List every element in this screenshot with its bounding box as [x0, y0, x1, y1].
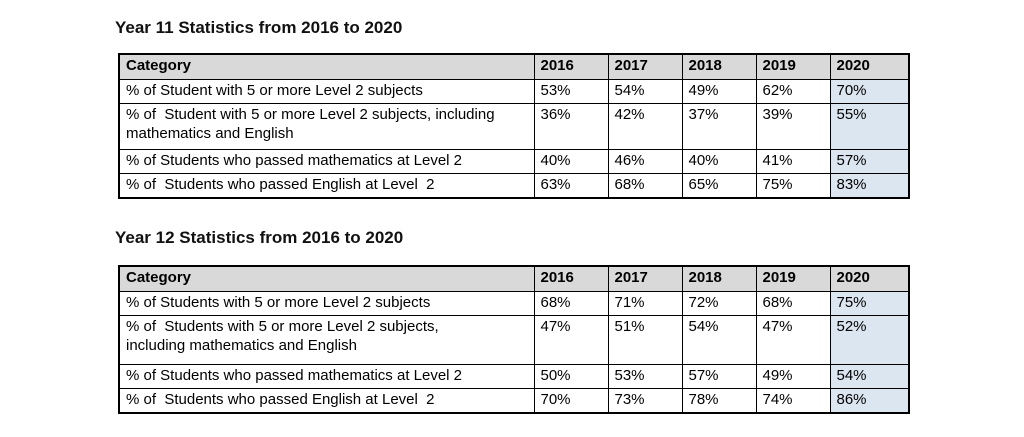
value-cell: 65% — [681, 173, 757, 199]
column-header-2018: 2018 — [681, 265, 757, 292]
value-cell: 40% — [681, 149, 757, 174]
year12-statistics-table: Category 2016 2017 2018 2019 2020 % of S… — [118, 265, 910, 414]
category-cell: % of Students who passed mathematics at … — [118, 149, 535, 174]
value-cell: 71% — [607, 291, 683, 316]
value-cell: 68% — [607, 173, 683, 199]
value-cell: 68% — [755, 291, 831, 316]
table-row: % of Student with 5 or more Level 2 subj… — [118, 79, 910, 104]
value-cell-2020: 75% — [829, 291, 910, 316]
value-cell: 74% — [755, 388, 831, 414]
value-cell: 40% — [533, 149, 609, 174]
year11-section-title: Year 11 Statistics from 2016 to 2020 — [115, 18, 403, 38]
value-cell: 36% — [533, 103, 609, 150]
value-cell: 75% — [755, 173, 831, 199]
value-cell: 39% — [755, 103, 831, 150]
value-cell: 49% — [755, 364, 831, 389]
value-cell: 42% — [607, 103, 683, 150]
table-row: % of Students with 5 or more Level 2 sub… — [118, 291, 910, 316]
value-cell: 70% — [533, 388, 609, 414]
category-cell: % of Student with 5 or more Level 2 subj… — [118, 103, 535, 150]
value-cell: 37% — [681, 103, 757, 150]
table-row: % of Students who passed mathematics at … — [118, 364, 910, 389]
value-cell: 49% — [681, 79, 757, 104]
value-cell: 68% — [533, 291, 609, 316]
value-cell: 73% — [607, 388, 683, 414]
column-header-category: Category — [118, 53, 535, 80]
value-cell-2020: 70% — [829, 79, 910, 104]
column-header-2019: 2019 — [755, 265, 831, 292]
value-cell: 57% — [681, 364, 757, 389]
value-cell: 53% — [607, 364, 683, 389]
value-cell: 54% — [607, 79, 683, 104]
category-cell: % of Students with 5 or more Level 2 sub… — [118, 315, 535, 365]
value-cell: 63% — [533, 173, 609, 199]
column-header-2017: 2017 — [607, 53, 683, 80]
value-cell: 54% — [681, 315, 757, 365]
category-cell: % of Students with 5 or more Level 2 sub… — [118, 291, 535, 316]
value-cell-2020: 57% — [829, 149, 910, 174]
value-cell: 46% — [607, 149, 683, 174]
value-cell: 47% — [755, 315, 831, 365]
column-header-2020: 2020 — [829, 53, 910, 80]
value-cell: 78% — [681, 388, 757, 414]
table-row: % of Students who passed English at Leve… — [118, 173, 910, 199]
table-row: % of Students who passed mathematics at … — [118, 149, 910, 174]
table-row: % of Student with 5 or more Level 2 subj… — [118, 103, 910, 150]
header-row: Category 2016 2017 2018 2019 2020 — [118, 53, 910, 80]
column-header-2018: 2018 — [681, 53, 757, 80]
value-cell: 50% — [533, 364, 609, 389]
category-cell: % of Students who passed English at Leve… — [118, 388, 535, 414]
category-cell: % of Student with 5 or more Level 2 subj… — [118, 79, 535, 104]
value-cell-2020: 54% — [829, 364, 910, 389]
table-row: % of Students with 5 or more Level 2 sub… — [118, 315, 910, 365]
column-header-2019: 2019 — [755, 53, 831, 80]
value-cell: 47% — [533, 315, 609, 365]
header-row: Category 2016 2017 2018 2019 2020 — [118, 265, 910, 292]
table-row: % of Students who passed English at Leve… — [118, 388, 910, 414]
column-header-2016: 2016 — [533, 265, 609, 292]
value-cell-2020: 55% — [829, 103, 910, 150]
value-cell: 41% — [755, 149, 831, 174]
category-cell: % of Students who passed mathematics at … — [118, 364, 535, 389]
column-header-2020: 2020 — [829, 265, 910, 292]
value-cell: 51% — [607, 315, 683, 365]
value-cell: 53% — [533, 79, 609, 104]
value-cell-2020: 52% — [829, 315, 910, 365]
value-cell-2020: 86% — [829, 388, 910, 414]
category-cell: % of Students who passed English at Leve… — [118, 173, 535, 199]
column-header-2017: 2017 — [607, 265, 683, 292]
year11-statistics-table: Category 2016 2017 2018 2019 2020 % of S… — [118, 53, 910, 199]
value-cell: 72% — [681, 291, 757, 316]
column-header-category: Category — [118, 265, 535, 292]
year12-section-title: Year 12 Statistics from 2016 to 2020 — [115, 228, 404, 248]
value-cell-2020: 83% — [829, 173, 910, 199]
column-header-2016: 2016 — [533, 53, 609, 80]
value-cell: 62% — [755, 79, 831, 104]
